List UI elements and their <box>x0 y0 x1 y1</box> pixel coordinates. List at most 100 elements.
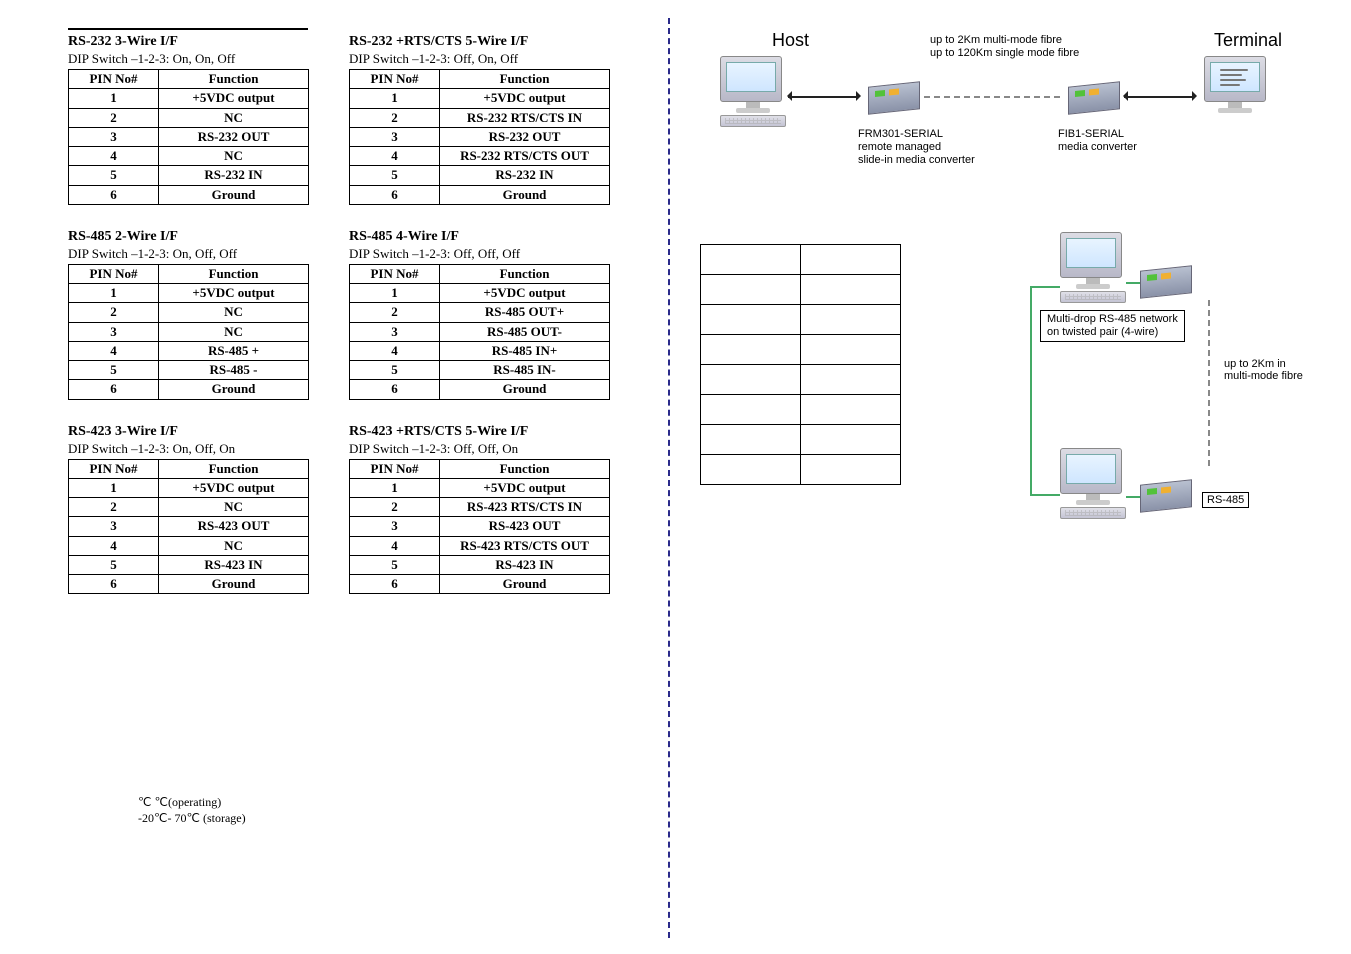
arrow-right-icon <box>856 91 866 101</box>
pin-function: RS-423 RTS/CTS IN <box>440 498 610 517</box>
pin-number: 4 <box>350 536 440 555</box>
table-row: 6Ground <box>350 380 610 399</box>
arrow-left-icon <box>1118 91 1128 101</box>
table-row: 5RS-423 IN <box>350 555 610 574</box>
pin-function: RS-485 - <box>159 361 309 380</box>
pin-function: NC <box>159 536 309 555</box>
column-header: PIN No# <box>69 264 159 283</box>
pin-function: +5VDC output <box>159 89 309 108</box>
pin-number: 3 <box>69 517 159 536</box>
pin-number: 1 <box>69 89 159 108</box>
table-row: 5RS-232 IN <box>350 166 610 185</box>
blank-cell <box>701 455 801 485</box>
table-row <box>701 305 901 335</box>
terminal-label: Terminal <box>1214 30 1282 51</box>
pin-function: RS-232 OUT <box>440 127 610 146</box>
pin-function: RS-485 OUT- <box>440 322 610 341</box>
table-title: RS-232 +RTS/CTS 5-Wire I/F <box>349 34 610 50</box>
table-row <box>701 275 901 305</box>
column-header: PIN No# <box>350 459 440 478</box>
table-row: 4RS-423 RTS/CTS OUT <box>350 536 610 555</box>
table-title: RS-485 2-Wire I/F <box>68 229 309 245</box>
arrow-left-icon <box>782 91 792 101</box>
column-header: Function <box>440 459 610 478</box>
table-row: 5RS-485 - <box>69 361 309 380</box>
pin-function: +5VDC output <box>440 89 610 108</box>
table-row: 3RS-423 OUT <box>69 517 309 536</box>
pin-number: 2 <box>69 498 159 517</box>
fibre-line-vertical <box>1208 296 1210 466</box>
pin-number: 3 <box>69 322 159 341</box>
table-row: 6Ground <box>350 575 610 594</box>
pin-function: +5VDC output <box>440 284 610 303</box>
table-row: 4RS-232 RTS/CTS OUT <box>350 147 610 166</box>
temperature-block: ℃ ℃(operating) -20℃- 70℃ (storage) <box>138 794 620 826</box>
table-row: 6Ground <box>69 185 309 204</box>
dip-switch-setting: DIP Switch –1-2-3: On, Off, On <box>68 441 309 457</box>
pin-number: 6 <box>350 185 440 204</box>
pin-table: PIN No#Function1+5VDC output2RS-485 OUT+… <box>349 264 610 400</box>
table-row <box>701 245 901 275</box>
terminal-icon <box>1204 56 1266 113</box>
pin-table-block: RS-485 2-Wire I/FDIP Switch –1-2-3: On, … <box>68 229 309 400</box>
table-row <box>701 395 901 425</box>
blank-cell <box>801 395 901 425</box>
pin-number: 1 <box>350 284 440 303</box>
blank-cell <box>801 245 901 275</box>
table-row: 3RS-423 OUT <box>350 517 610 536</box>
pin-number: 4 <box>69 341 159 360</box>
column-header: PIN No# <box>350 70 440 89</box>
pin-number: 1 <box>350 478 440 497</box>
dip-switch-setting: DIP Switch –1-2-3: Off, Off, On <box>349 441 610 457</box>
table-row: 1+5VDC output <box>69 478 309 497</box>
blank-cell <box>701 275 801 305</box>
rs485-tag: RS-485 <box>1202 492 1249 508</box>
blank-cell <box>801 455 901 485</box>
pin-function: Ground <box>159 185 309 204</box>
pin-number: 4 <box>350 147 440 166</box>
table-title: RS-485 4-Wire I/F <box>349 229 610 245</box>
pin-table: PIN No#Function1+5VDC output2NC3RS-232 O… <box>68 69 309 205</box>
converter1-icon <box>868 81 920 114</box>
converter2-icon <box>1068 81 1120 114</box>
column-header: PIN No# <box>69 459 159 478</box>
table-title: RS-423 +RTS/CTS 5-Wire I/F <box>349 424 610 440</box>
pin-number: 6 <box>69 575 159 594</box>
table-row: 1+5VDC output <box>350 478 610 497</box>
fibre-line <box>924 96 1064 98</box>
pin-table-block: RS-232 +RTS/CTS 5-Wire I/FDIP Switch –1-… <box>349 34 610 205</box>
host-computer-icon <box>720 56 786 127</box>
pin-number: 6 <box>69 185 159 204</box>
pin-function: NC <box>159 147 309 166</box>
pin-table: PIN No#Function1+5VDC output2RS-423 RTS/… <box>349 459 610 595</box>
conn-line <box>1030 286 1060 288</box>
pin-number: 5 <box>69 166 159 185</box>
column-header: Function <box>440 264 610 283</box>
blank-cell <box>701 395 801 425</box>
pin-function: RS-485 IN- <box>440 361 610 380</box>
pin-table: PIN No#Function1+5VDC output2NC3RS-423 O… <box>68 459 309 595</box>
column-header: PIN No# <box>69 70 159 89</box>
table-row <box>701 455 901 485</box>
table-row: 1+5VDC output <box>69 284 309 303</box>
table-row: 6Ground <box>69 575 309 594</box>
pin-function: Ground <box>159 380 309 399</box>
table-row: 5RS-423 IN <box>69 555 309 574</box>
blank-cell <box>701 425 801 455</box>
pin-function: +5VDC output <box>440 478 610 497</box>
pin-function: RS-485 IN+ <box>440 341 610 360</box>
pin-number: 5 <box>69 361 159 380</box>
blank-cell <box>701 305 801 335</box>
conn-line <box>1126 282 1140 284</box>
connection-line <box>1124 96 1194 98</box>
pin-function: Ground <box>440 185 610 204</box>
pin-function: Ground <box>440 380 610 399</box>
host-label: Host <box>772 30 809 51</box>
table-row <box>701 335 901 365</box>
table-row: 4NC <box>69 536 309 555</box>
column-header: Function <box>159 459 309 478</box>
dip-switch-setting: DIP Switch –1-2-3: Off, Off, Off <box>349 246 610 262</box>
converter-icon <box>1140 265 1192 298</box>
table-row: 1+5VDC output <box>69 89 309 108</box>
pin-number: 1 <box>69 284 159 303</box>
